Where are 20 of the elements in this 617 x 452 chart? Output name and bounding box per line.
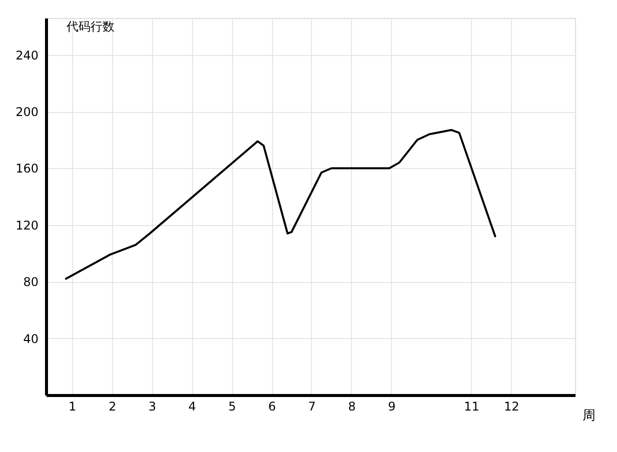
y-tick-label: 160 — [16, 162, 38, 176]
y-tick-label: 120 — [16, 218, 38, 232]
x-tick-label: 12 — [504, 400, 520, 414]
y-tick-label: 40 — [23, 332, 38, 346]
x-axis-title: 周 — [582, 408, 596, 424]
x-tick-label: 9 — [388, 400, 396, 414]
x-tick-label: 5 — [228, 400, 236, 414]
x-tick-label: 1 — [68, 400, 76, 414]
x-tick-label: 6 — [268, 400, 276, 414]
y-tick-label: 80 — [23, 275, 38, 290]
x-tick-label: 3 — [148, 400, 156, 414]
y-tick-label: 240 — [16, 48, 38, 62]
x-tick-label: 8 — [348, 400, 356, 414]
y-tick-label: 200 — [16, 105, 38, 120]
x-tick-label: 7 — [308, 400, 316, 414]
x-tick-label: 2 — [108, 400, 116, 414]
x-tick-label: 4 — [188, 400, 196, 414]
x-tick-label: 11 — [464, 400, 480, 414]
y-axis-title: 代码行数 — [66, 20, 114, 34]
line-series — [64, 128, 496, 280]
